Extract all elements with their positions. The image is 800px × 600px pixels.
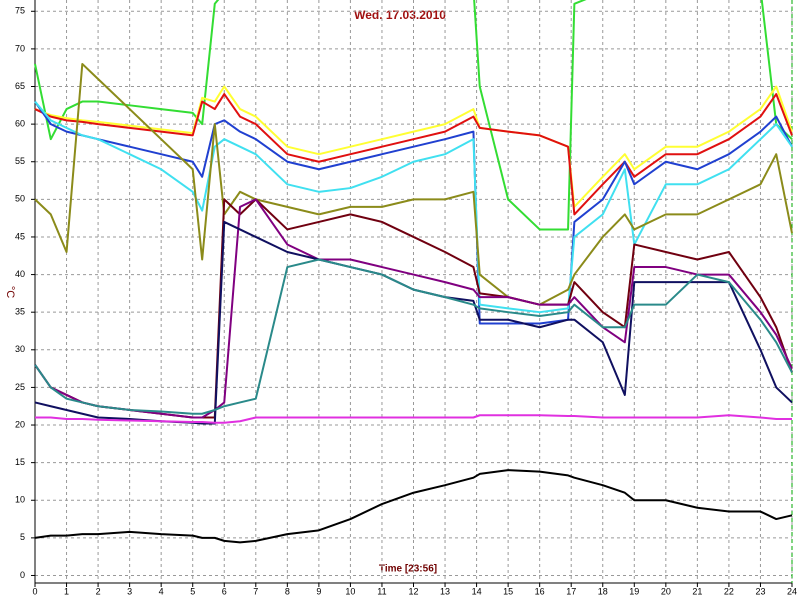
series-line: [34, 0, 793, 231]
x-tick-label: 20: [661, 586, 671, 596]
y-tick-label: 25: [15, 382, 25, 392]
x-tick-label: 5: [190, 586, 195, 596]
chart-title: Wed. 17.03.2010: [354, 8, 446, 22]
series-line: [34, 62, 793, 306]
x-tick-label: 15: [503, 586, 513, 596]
x-tick-label: 16: [535, 586, 545, 596]
y-tick-label: 70: [15, 43, 25, 53]
x-tick-label: 6: [222, 586, 227, 596]
x-tick-label: 23: [755, 586, 765, 596]
series-line: [35, 414, 792, 424]
y-tick-label: 0: [20, 570, 25, 580]
y-tick-label: 45: [15, 231, 25, 241]
series-line: [34, 258, 793, 415]
x-tick-label: 3: [127, 586, 132, 596]
x-tick-label: 11: [377, 586, 386, 596]
series-line: [34, 100, 793, 325]
x-tick-label: 18: [598, 586, 608, 596]
y-tick-label: 75: [15, 6, 25, 16]
series-line: [34, 198, 793, 419]
series-line: [34, 93, 793, 216]
x-tick-label: 13: [440, 586, 450, 596]
x-tick-label: 2: [96, 586, 101, 596]
y-tick-label: 20: [15, 419, 25, 429]
y-tick-label: 65: [15, 81, 25, 91]
x-tick-label: 24: [787, 586, 797, 596]
x-tick-label: 14: [472, 586, 482, 596]
x-tick-label: 4: [159, 586, 164, 596]
x-tick-label: 17: [566, 586, 576, 596]
y-tick-label: 5: [20, 532, 25, 542]
series-line: [34, 85, 793, 208]
y-tick-label: 35: [15, 307, 25, 317]
x-tick-label: 0: [32, 586, 37, 596]
x-tick-label: 8: [285, 586, 290, 596]
y-tick-label: 60: [15, 118, 25, 128]
x-tick-label: 1: [64, 586, 69, 596]
x-axis-label: Time [23:56]: [379, 564, 437, 575]
series-line: [34, 469, 793, 544]
y-tick-label: 15: [15, 457, 25, 467]
x-tick-label: 22: [724, 586, 734, 596]
y-tick-label: 50: [15, 194, 25, 204]
y-axis-label: °C: [4, 286, 16, 298]
y-tick-label: 30: [15, 344, 25, 354]
y-tick-label: 40: [15, 269, 25, 279]
y-tick-label: 10: [15, 495, 25, 505]
x-tick-label: 21: [692, 586, 702, 596]
x-tick-label: 19: [629, 586, 639, 596]
series-line: [34, 100, 793, 314]
x-tick-label: 7: [253, 586, 258, 596]
x-tick-label: 12: [408, 586, 418, 596]
x-tick-label: 10: [345, 586, 355, 596]
y-tick-label: 55: [15, 156, 25, 166]
x-tick-label: 9: [316, 586, 321, 596]
